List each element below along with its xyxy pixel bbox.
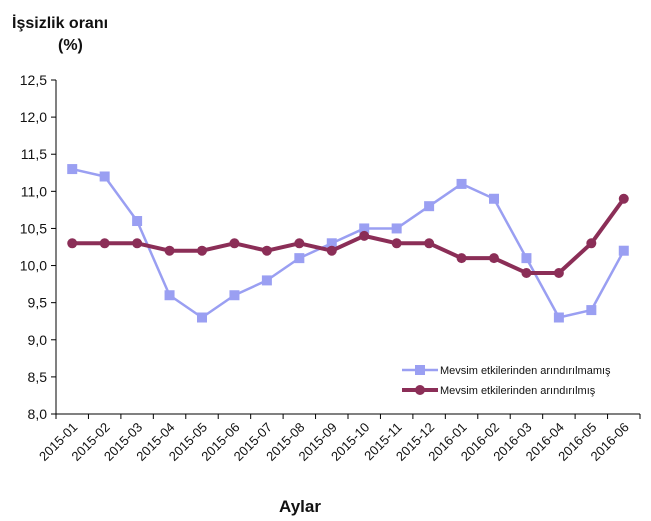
data-point-square — [132, 216, 143, 227]
data-point-square — [424, 201, 435, 212]
data-point-square — [359, 223, 370, 234]
data-point-circle — [618, 193, 629, 204]
x-ticks: 2015-012015-022015-032015-042015-052015-… — [36, 414, 641, 464]
data-point-square — [326, 238, 337, 249]
data-point-square — [294, 253, 305, 264]
y-tick-label: 9,0 — [28, 332, 48, 348]
data-point-circle — [99, 238, 110, 249]
data-point-circle — [294, 238, 305, 249]
data-point-circle — [197, 245, 207, 256]
data-point-circle — [229, 238, 240, 249]
data-point-square — [391, 223, 402, 234]
series-2 — [67, 193, 629, 278]
data-point-circle — [586, 238, 597, 249]
data-point-square — [489, 193, 499, 204]
data-point-circle — [391, 238, 402, 249]
y-tick-label: 9,5 — [28, 295, 48, 311]
data-point-square — [99, 171, 110, 182]
legend-marker-circle — [415, 385, 425, 395]
data-point-square — [521, 253, 532, 264]
y-tick-label: 12,0 — [20, 109, 47, 125]
data-point-circle — [456, 253, 467, 264]
legend-label: Mevsim etkilerinden arındırılmamış — [440, 365, 611, 377]
data-point-circle — [132, 238, 143, 249]
data-point-circle — [424, 238, 435, 249]
series-line — [71, 167, 625, 319]
y-tick-label: 8,5 — [28, 369, 48, 385]
legend-label: Mevsim etkilerinden arındırılmış — [440, 385, 596, 397]
data-point-circle — [553, 267, 564, 278]
data-point-circle — [67, 238, 78, 249]
data-point-circle — [521, 267, 532, 278]
data-point-square — [164, 290, 175, 301]
y-tick-label: 11,0 — [21, 183, 47, 199]
data-point-circle — [261, 245, 272, 256]
series-line — [72, 197, 626, 275]
data-point-circle — [164, 245, 175, 256]
y-tick-label: 10,0 — [20, 258, 47, 274]
data-point-square — [586, 305, 597, 316]
legend: Mevsim etkilerinden arındırılmamış Mevsim… — [402, 365, 611, 397]
data-point-circle — [359, 230, 370, 241]
y-axis-title-line2: (%) — [58, 37, 83, 54]
data-point-square — [553, 312, 564, 323]
y-tick-label: 12,5 — [20, 72, 47, 88]
data-point-square — [456, 178, 467, 189]
y-ticks: 8,0 8,5 9,0 9,5 10,0 10,5 11,0 11,5 12,0 12,5 — [20, 72, 56, 422]
legend-marker-square — [415, 365, 425, 375]
series-lines — [67, 164, 629, 323]
series-1 — [67, 164, 629, 323]
data-point-circle — [489, 253, 499, 264]
y-tick-label: 10,5 — [20, 220, 47, 236]
data-point-circle — [326, 245, 337, 256]
data-point-square — [261, 275, 272, 286]
y-tick-label: 11,5 — [21, 146, 47, 162]
data-point-square — [618, 245, 629, 256]
data-point-square — [197, 312, 207, 323]
y-axis-title-line1: İşsizlik oranı — [12, 14, 108, 32]
x-axis-title: Aylar — [279, 497, 321, 516]
data-point-square — [67, 164, 78, 175]
axes — [55, 80, 640, 415]
y-tick-label: 8,0 — [28, 406, 48, 422]
data-point-square — [229, 290, 240, 301]
